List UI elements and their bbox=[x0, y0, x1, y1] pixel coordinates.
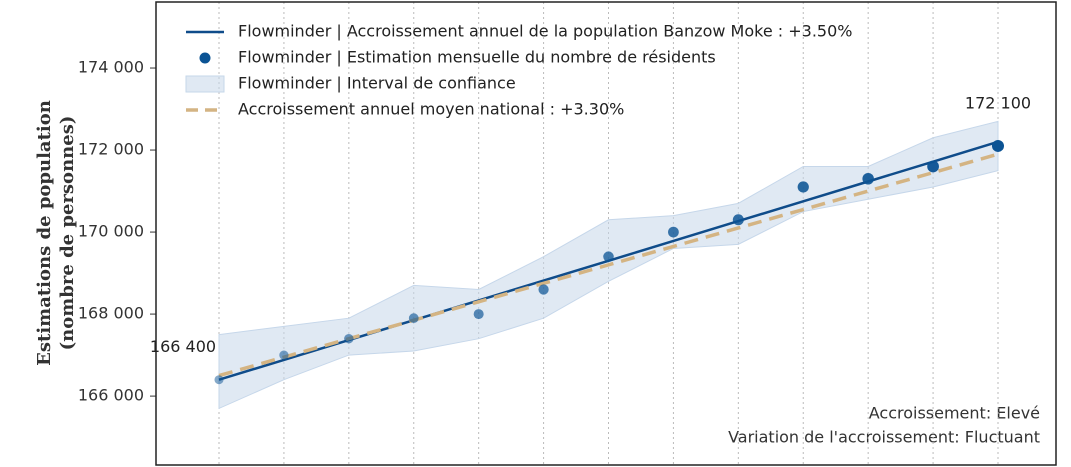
data-label: 166 400 bbox=[150, 337, 216, 356]
data-point bbox=[862, 173, 874, 185]
data-point bbox=[408, 313, 419, 324]
legend-label: Flowminder | Interval de confiance bbox=[238, 74, 516, 93]
data-point bbox=[732, 214, 744, 226]
y-tick-label: 170 000 bbox=[78, 222, 144, 241]
legend-label: Flowminder | Accroissement annuel de la … bbox=[238, 22, 852, 41]
data-point bbox=[797, 181, 809, 193]
y-tick-label: 172 000 bbox=[78, 140, 144, 159]
y-tick-label: 168 000 bbox=[78, 304, 144, 323]
data-point bbox=[992, 139, 1004, 152]
y-tick-label: 174 000 bbox=[78, 58, 144, 77]
data-point bbox=[603, 251, 614, 262]
data-point bbox=[214, 375, 224, 385]
legend-swatch bbox=[185, 75, 225, 93]
data-point bbox=[473, 309, 484, 320]
legend-label: Flowminder | Estimation mensuelle du nom… bbox=[238, 48, 716, 67]
data-point bbox=[538, 284, 549, 295]
y-tick-label: 166 000 bbox=[78, 386, 144, 405]
data-label: 172 100 bbox=[965, 93, 1031, 112]
data-point bbox=[668, 226, 679, 238]
data-point bbox=[279, 350, 289, 360]
plot-frame bbox=[155, 1, 1057, 466]
data-point bbox=[927, 160, 939, 173]
annotation: Variation de l'accroissement: Fluctuant bbox=[728, 428, 1040, 447]
data-point bbox=[344, 333, 354, 344]
legend-swatch bbox=[199, 52, 211, 64]
annotation: Accroissement: Elevé bbox=[869, 404, 1040, 423]
y-axis-label: Estimations de population bbox=[34, 100, 55, 366]
legend-label: Accroissement annuel moyen national : +3… bbox=[238, 100, 624, 119]
y-axis-label: (nombre de personnes) bbox=[57, 116, 78, 351]
